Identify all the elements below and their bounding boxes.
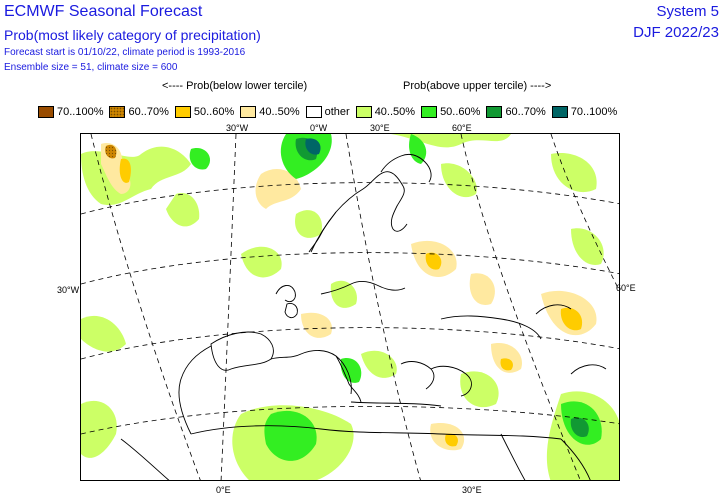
legend-entry-above-60-70: 60..70% [486,106,546,118]
legend-label: 50..60% [440,106,481,118]
legend-entry-below-70-100: 70..100% [38,106,103,118]
legend-entry-below-50-60: 50..60% [174,106,235,118]
legend-swatch [486,106,503,118]
left-label-30w: 30°W [57,285,80,295]
top-label-0w: 0°W [310,123,328,133]
legend-entry-other: other [305,106,350,118]
light-green-regions [81,134,619,480]
brown-regions [105,144,117,159]
legend: 70..100% 60..70% 50..60% 40..50% other 4… [38,104,623,120]
top-label-30e: 30°E [370,123,390,133]
legend-label: 70..100% [57,106,104,118]
season-label: DJF 2022/23 [633,24,719,41]
coastlines [120,153,607,480]
graticule [81,134,619,480]
legend-header-above: Prob(above upper tercile) ----> [403,80,552,92]
legend-label: 60..70% [505,106,546,118]
legend-label: 40..50% [259,106,300,118]
legend-label: 70..100% [570,106,618,118]
legend-swatch [109,106,126,118]
yellow-regions [119,158,583,447]
probability-map [81,134,619,480]
legend-label: other [324,106,350,118]
top-label-60e: 60°E [452,123,472,133]
map-panel [80,133,620,481]
legend-swatch [240,106,257,118]
legend-swatch [421,106,438,118]
legend-swatch [305,106,322,118]
legend-label: 50..60% [193,106,235,118]
legend-swatch [174,106,191,118]
legend-entry-below-40-50: 40..50% [240,106,300,118]
teal-regions [305,138,321,155]
chart-title: ECMWF Seasonal Forecast [4,3,203,20]
legend-entry-above-50-60: 50..60% [421,106,480,118]
system-label: System 5 [656,3,719,20]
legend-swatch [38,106,54,118]
top-label-30w: 30°W [226,123,249,133]
bottom-label-30e: 30°E [462,485,482,495]
legend-entry-above-70-100: 70..100% [551,106,618,118]
forecast-start-line: Forecast start is 01/10/22, climate peri… [4,47,246,58]
legend-swatch [355,106,372,118]
legend-swatch [551,106,568,118]
legend-label: 60..70% [128,106,169,118]
right-label-60e: 60°E [616,283,636,293]
legend-entry-above-40-50: 40..50% [355,106,416,118]
legend-entry-below-60-70: 60..70% [109,106,169,118]
legend-header-below: <---- Prob(below lower tercile) [162,80,308,92]
ensemble-size-line: Ensemble size = 51, climate size = 600 [4,62,178,73]
legend-label: 40..50% [374,106,416,118]
chart-subtitle: Prob(most likely category of precipitati… [4,27,261,43]
bottom-label-0e: 0°E [216,485,231,495]
